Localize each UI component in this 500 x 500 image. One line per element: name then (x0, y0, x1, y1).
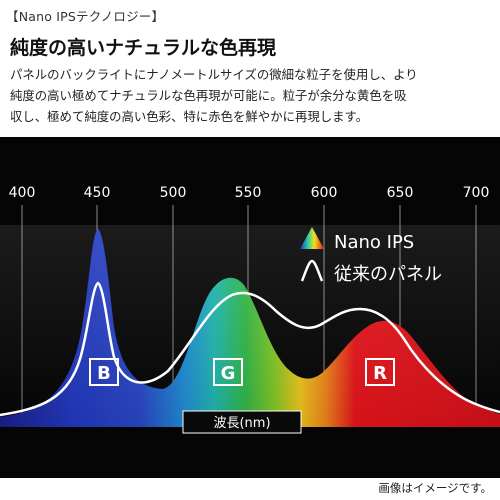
peak-box (213, 358, 243, 386)
legend-nano-ips: Nano IPS (334, 232, 414, 253)
tick-label: 650 (387, 185, 414, 201)
tick-label: 700 (463, 185, 490, 201)
spectrum-shading (0, 225, 500, 427)
conventional-legend-icon (300, 259, 324, 282)
description: パネルのバックライトにナノメートルサイズの微細な粒子を使用し、より 純度の高い極… (10, 64, 494, 127)
spectrum-svg: 400 450 500 550 600 650 700 B G R (0, 137, 500, 478)
section-tag: 【Nano IPSテクノロジー】 (6, 9, 165, 24)
peak-label-green: G (213, 358, 243, 386)
peak-label-red: R (365, 358, 395, 386)
axis-label: 波長(nm) (213, 416, 270, 431)
tick-label: 500 (160, 185, 187, 201)
tick-label: 550 (235, 185, 262, 201)
nano-ips-legend-icon (300, 227, 324, 249)
description-line: パネルのバックライトにナノメートルサイズの微細な粒子を使用し、より (10, 67, 418, 82)
conventional-panel-curve (0, 281, 500, 417)
peak-letter: G (221, 363, 236, 384)
axis-label-box: 波長(nm) (182, 410, 302, 434)
description-line: 純度の高い極めてナチュラルな色再現が可能に。粒子が余分な黄色を吸 (10, 88, 407, 103)
peak-box (365, 358, 395, 386)
legend-conventional: 従来のパネル (334, 264, 442, 285)
headline: 純度の高いナチュラルな色再現 (10, 37, 277, 59)
spectrum-diagram: 400 450 500 550 600 650 700 B G R (0, 137, 500, 478)
peak-letter: B (97, 363, 111, 384)
description-line: 収し、極めて純度の高い色彩、特に赤色を鮮やかに再現します。 (10, 109, 369, 124)
axis-label-frame (182, 410, 302, 434)
peak-label-blue: B (89, 358, 119, 386)
legend: Nano IPS 従来のパネル (300, 227, 442, 285)
tick-label: 450 (84, 185, 111, 201)
footnote: 画像はイメージです。 (378, 481, 492, 495)
peak-box (89, 358, 119, 386)
peak-letter: R (373, 363, 387, 384)
tick-label: 400 (9, 185, 36, 201)
tick-label: 600 (311, 185, 338, 201)
